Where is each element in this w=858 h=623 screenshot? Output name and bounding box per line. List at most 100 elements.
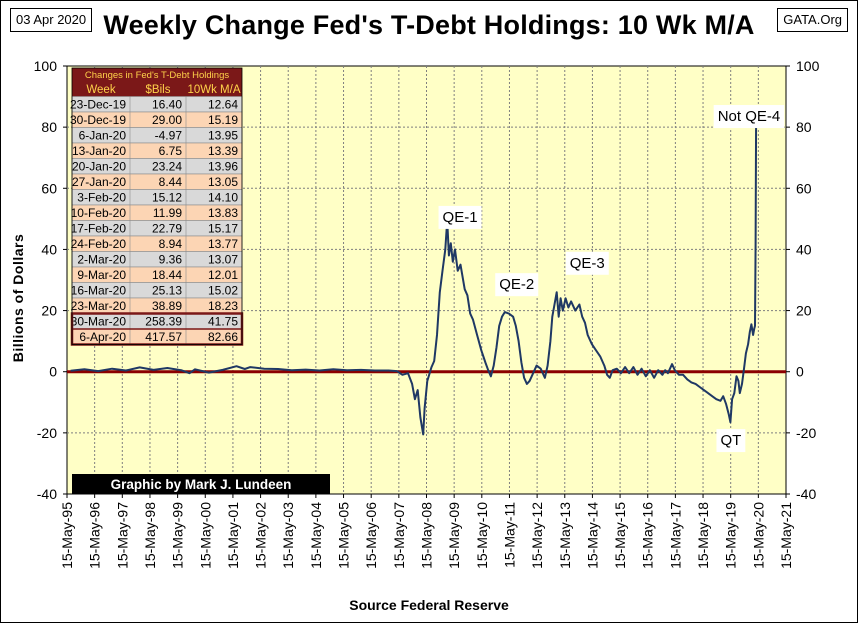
table-cell: 25.13: [152, 284, 182, 298]
table-title: Changes in Fed's T-Debt Holdings: [85, 70, 229, 81]
x-tick-label: 15-May-17: [667, 502, 683, 569]
y-tick-label-right: 0: [796, 364, 804, 380]
x-tick-label: 15-May-02: [253, 502, 269, 569]
y-tick-label-right: -20: [796, 425, 816, 441]
date-label: 03 Apr 2020: [10, 8, 93, 32]
x-tick-label: 15-May-20: [750, 502, 766, 569]
x-tick-label: 15-May-03: [280, 502, 296, 569]
table-cell: 24-Feb-20: [71, 237, 127, 251]
table-cell: 6.75: [159, 144, 183, 158]
y-tick-label: 0: [49, 364, 57, 380]
x-tick-label: 15-May-11: [501, 502, 517, 568]
table-cell: 13.39: [208, 144, 238, 158]
table-cell: 13.83: [208, 206, 238, 220]
table-cell: 417.57: [145, 330, 182, 344]
table-cell: 16.40: [152, 98, 182, 112]
table-cell: 13.95: [208, 129, 238, 143]
table-cell: -4.97: [155, 129, 183, 143]
y-tick-label: 20: [41, 303, 57, 319]
x-tick-label: 15-May-04: [308, 502, 324, 569]
annotation-box: [713, 105, 785, 129]
x-tick-label: 15-May-19: [723, 502, 739, 569]
table-cell: 6-Apr-20: [79, 330, 126, 344]
table-cell: 13.77: [208, 237, 238, 251]
table-cell: 15.17: [208, 222, 238, 236]
source-label: GATA.Org: [777, 8, 848, 32]
table-cell: 12.01: [208, 268, 238, 282]
x-tick-label: 15-May-18: [695, 502, 711, 569]
y-tick-label-right: 60: [796, 180, 812, 196]
table-cell: 8.94: [159, 237, 183, 251]
y-tick-label-right: 80: [796, 119, 812, 135]
table-cell: 27-Jan-20: [72, 175, 126, 189]
x-tick-label: 15-May-01: [225, 502, 241, 569]
y-tick-label: 80: [41, 119, 57, 135]
credit-text: Graphic by Mark J. Lundeen: [111, 477, 292, 492]
y-axis-right: -40 -20 0 20 40 60 80 100: [786, 58, 820, 502]
credit-box: Graphic by Mark J. Lundeen: [72, 474, 330, 494]
table-cell: 10-Feb-20: [71, 206, 127, 220]
table-cell: 17-Feb-20: [71, 222, 127, 236]
x-tick-label: 15-May-95: [59, 502, 75, 569]
x-tick-label: 15-May-09: [446, 502, 462, 569]
y-tick-label-right: 40: [796, 241, 812, 257]
table-cell: 3-Feb-20: [77, 191, 126, 205]
table-cell: 14.10: [208, 191, 238, 205]
x-tick-label: 15-May-16: [640, 502, 656, 569]
annotation-label: QE-3: [570, 255, 605, 272]
y-axis-left: -40 -20 0 20 40 60 80 100: [34, 58, 67, 502]
table-cell: 22.79: [152, 222, 182, 236]
table-cell: 9-Mar-20: [77, 268, 126, 282]
table-cell: 29.00: [152, 113, 182, 127]
credit-bg: [72, 474, 330, 494]
table-cell: 9.36: [159, 253, 183, 267]
table-cell: 16-Mar-20: [71, 284, 127, 298]
y-tick-label-right: -40: [796, 486, 816, 502]
annotation-label: QE-2: [499, 276, 534, 293]
table-cell: 13.05: [208, 175, 238, 189]
x-tick-label: 15-May-98: [142, 502, 158, 569]
table-cell: 12.64: [208, 98, 238, 112]
table-cell: 15.12: [152, 191, 182, 205]
table-cell: 13.07: [208, 253, 238, 267]
x-tick-label: 15-May-08: [419, 502, 435, 569]
annotation-label: QT: [720, 432, 741, 449]
table-cell: 13.96: [208, 160, 238, 174]
table-cell: 30-Mar-20: [71, 315, 127, 329]
table-cell: 6-Jan-20: [79, 129, 127, 143]
x-tick-label: 15-May-13: [557, 502, 573, 569]
table-cell: 258.39: [145, 315, 182, 329]
table-cell: 15.02: [208, 284, 238, 298]
table-cell: 38.89: [152, 299, 182, 313]
annotation-label: QE-1: [443, 209, 478, 226]
x-tick-label: 15-May-00: [197, 502, 213, 569]
table-cell: 23-Dec-19: [70, 98, 126, 112]
x-tick-label: 15-May-05: [336, 502, 352, 569]
annotations: QE-1 QE-2 QE-3 Not QE-4 QT: [438, 105, 785, 453]
annotation-box: [438, 205, 482, 229]
annotation-box: [565, 251, 609, 275]
series-line: [70, 118, 758, 436]
y-tick-label: -20: [37, 425, 57, 441]
table-cell: 41.75: [208, 315, 238, 329]
table-cell: 18.44: [152, 268, 182, 282]
x-tick-label: 15-May-12: [529, 502, 545, 569]
table-cell: 11.99: [153, 206, 182, 220]
table-cell: 30-Dec-19: [70, 113, 126, 127]
x-tick-label: 15-May-10: [474, 502, 490, 569]
y-tick-label: -40: [37, 486, 57, 502]
annotation-label: Not QE-4: [718, 108, 781, 125]
y-tick-label: 100: [34, 58, 58, 74]
table-cell: 8.44: [159, 175, 183, 189]
chart-title: Weekly Change Fed's T-Debt Holdings: 10 …: [103, 10, 755, 40]
table-header-cell: $Bils: [146, 84, 171, 96]
table-cell: 18.23: [208, 299, 238, 313]
table-cell: 82.66: [208, 330, 238, 344]
x-tick-label: 15-May-97: [114, 502, 130, 569]
annotation-box: [495, 273, 539, 297]
x-axis: 15-May-95 15-May-96 15-May-97 15-May-98 15-M…: [59, 494, 794, 569]
table-cell: 13-Jan-20: [72, 144, 126, 158]
table-cell: 2-Mar-20: [77, 253, 126, 267]
table-cell: 23.24: [152, 160, 182, 174]
